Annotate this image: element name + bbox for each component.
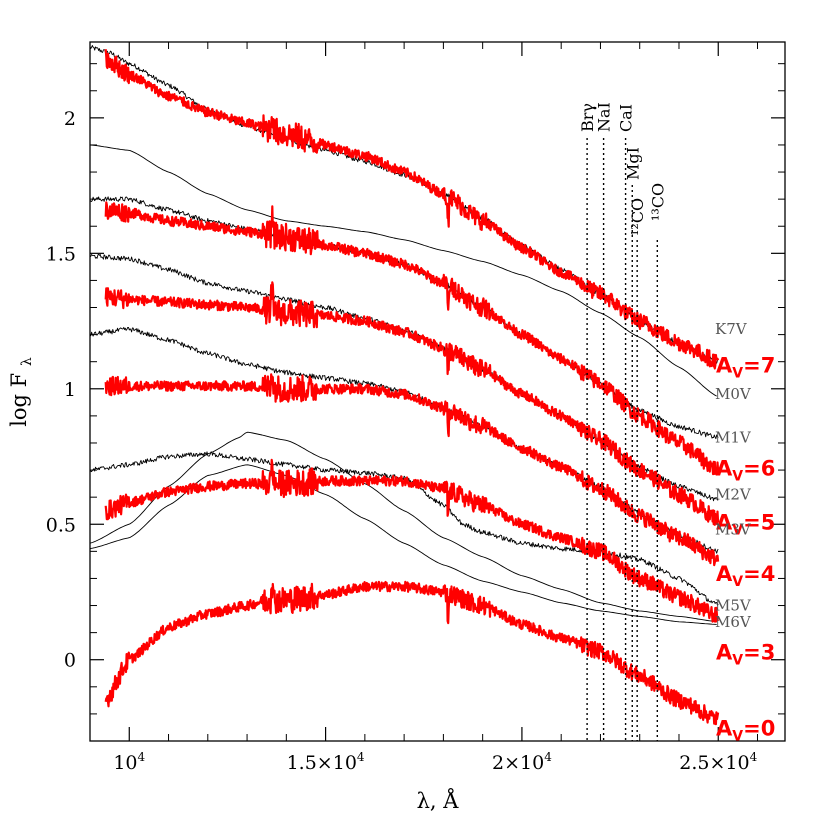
series-av-0 — [104, 580, 720, 726]
extinction-label: AV=3 — [716, 641, 775, 669]
series-m5v — [90, 451, 719, 606]
series-m3v — [90, 326, 719, 554]
series-av-6 — [104, 201, 720, 476]
marker-label: ¹²CO — [628, 198, 647, 236]
marker-label: MgI — [623, 147, 642, 180]
spectral-type-label: M5V — [715, 597, 752, 615]
extinction-label: AV=0 — [716, 716, 775, 744]
plot-frame — [89, 41, 786, 742]
label-layer: 104 1.5×104 2×104 2.5×104 0 0.5 1 1.5 2 — [46, 108, 758, 774]
series-av-5 — [104, 281, 720, 526]
extinction-label: AV=7 — [716, 353, 775, 381]
spectral-type-label: M6V — [715, 613, 752, 631]
series-av-3 — [104, 458, 720, 623]
series-av-4 — [104, 373, 720, 567]
spectral-type-label: M0V — [715, 385, 752, 403]
series-layer — [90, 45, 720, 726]
y-tick-label: 1.5 — [46, 243, 76, 265]
x-axis-label: λ, Å — [417, 788, 460, 813]
y-axis-label: log F λ — [7, 357, 35, 427]
tick-layer — [89, 42, 785, 741]
x-tick-label: 2×104 — [492, 750, 552, 774]
spectral-type-label: K7V — [715, 320, 748, 338]
x-tick-label: 104 — [113, 750, 145, 774]
spectral-type-label: M1V — [715, 429, 752, 447]
spectral-type-label: M2V — [715, 485, 752, 503]
y-tick-label: 2 — [64, 108, 76, 130]
spectral-type-label: M3V — [715, 521, 752, 539]
series-m0v — [90, 144, 717, 397]
extinction-label: AV=6 — [716, 456, 775, 484]
series-m6v — [90, 431, 717, 623]
marker-label: Brγ — [578, 103, 597, 132]
extinction-label: AV=4 — [716, 562, 775, 590]
x-tick-label: 2.5×104 — [679, 750, 757, 774]
series-av-7 — [104, 49, 720, 370]
marker-label: CaI — [617, 104, 636, 132]
y-tick-label: 0 — [64, 650, 76, 672]
y-tick-label: 1 — [64, 379, 76, 401]
x-tick-label: 1.5×104 — [287, 750, 365, 774]
extinction-label: AV=5 — [716, 511, 775, 539]
marker-label: ¹³CO — [648, 183, 667, 221]
marker-label: NaI — [595, 102, 614, 132]
y-tick-label: 0.5 — [46, 514, 76, 536]
